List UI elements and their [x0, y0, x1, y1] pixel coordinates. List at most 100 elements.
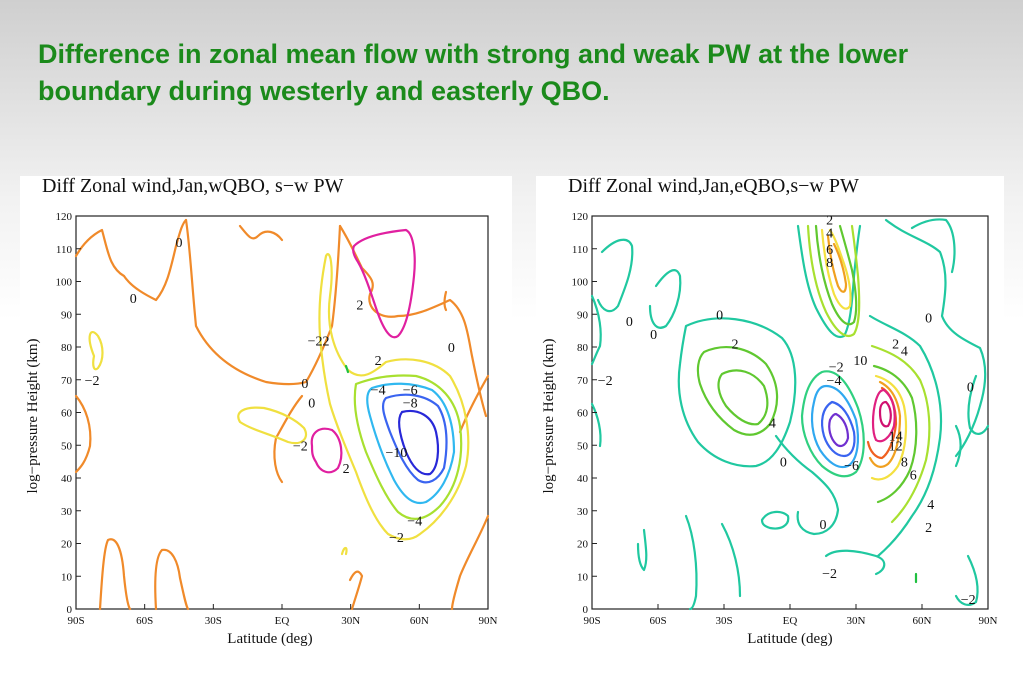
- y-tick-label: 110: [572, 244, 589, 256]
- contour-chart-eqbo: Diff Zonal wind,Jan,eQBO,s−w PW: [541, 175, 998, 647]
- contour-label: 2: [356, 298, 363, 313]
- contour-2-small: [340, 546, 348, 556]
- chart-title: Diff Zonal wind,Jan,wQBO, s−w PW: [42, 176, 344, 197]
- contour-0-small: [443, 290, 448, 312]
- contour-small-oval: [760, 510, 790, 530]
- contour-m8: [381, 393, 448, 484]
- contour-right-edge2: [954, 424, 962, 468]
- contour-label: 8: [826, 256, 833, 271]
- contour-right-6: [872, 364, 918, 504]
- x-tick-label: 60S: [136, 615, 153, 627]
- y-tick-label: 40: [61, 473, 73, 485]
- contour-0-br2: [348, 570, 364, 611]
- y-axis-label: log−pressure Height (km): [541, 338, 557, 493]
- y-axis: 0 10 20 30 40 50 60 70 80 90 100 110 120: [572, 211, 597, 616]
- contour-label: 0: [308, 397, 315, 412]
- contour-zero-lower: [774, 434, 840, 536]
- y-axis: 0 10 20 30 40 50 60 70 80 90 100 110 120: [56, 211, 81, 616]
- contour-0-bl2: [154, 548, 190, 611]
- contour-neg-4: [810, 384, 859, 469]
- contour-right-edge: [967, 374, 990, 435]
- contour-m4: [353, 374, 463, 520]
- contour-0-bl: [98, 538, 132, 611]
- contour-0-left3: [677, 317, 797, 468]
- contour-label: −6: [403, 384, 418, 399]
- y-tick-label: 60: [61, 408, 73, 420]
- y-tick-label: 120: [56, 211, 73, 223]
- contour-p2-small: [310, 427, 343, 474]
- contour-2: [806, 224, 861, 338]
- y-tick-label: 50: [577, 440, 589, 452]
- y-tick-label: 10: [577, 571, 589, 583]
- contour-right-8: [870, 374, 908, 481]
- contour-label: 14: [889, 429, 903, 444]
- y-tick-label: 70: [61, 375, 73, 387]
- y-tick-label: 60: [577, 408, 589, 420]
- contour-4: [814, 224, 858, 326]
- contour-bottom-left2: [684, 514, 698, 611]
- y-tick-label: 110: [56, 244, 73, 256]
- contour-label: −10: [385, 446, 407, 461]
- contour-label: 10: [853, 354, 867, 369]
- contour-right-14: [871, 388, 896, 443]
- y-tick-label: 20: [577, 539, 589, 551]
- x-tick-label: 90S: [583, 615, 600, 627]
- contour-label: 0: [448, 341, 455, 356]
- contour-m10: [397, 409, 440, 476]
- contour-label: 2: [826, 213, 833, 228]
- contour-0-br: [450, 514, 490, 611]
- x-axis: 90S 60S 30S EQ 30N 60N 90N: [583, 604, 998, 627]
- contour-neg-2: [800, 370, 865, 478]
- y-tick-label: 80: [577, 342, 589, 354]
- contour-right-0b: [910, 218, 956, 274]
- contour-label: −2: [961, 593, 976, 608]
- contour-neg-8: [828, 412, 850, 448]
- contour-label: −8: [403, 397, 418, 412]
- x-tick-label: 90N: [979, 615, 998, 627]
- chart-panel-eqbo: Diff Zonal wind,Jan,eQBO,s−w PW: [536, 175, 1004, 650]
- contour-0-left: [74, 394, 92, 474]
- contour-left-edge: [590, 294, 602, 366]
- y-tick-label: 100: [56, 277, 73, 289]
- contour-label: 0: [650, 328, 657, 343]
- y-tick-label: 90: [61, 309, 73, 321]
- y-tick-label: 0: [67, 604, 73, 616]
- contour-right-4: [870, 344, 931, 524]
- contour-label: 2: [925, 521, 932, 536]
- x-tick-label: EQ: [783, 615, 798, 627]
- x-tick-label: 30S: [715, 615, 732, 627]
- contour-bottom-right: [954, 554, 979, 606]
- slide-title: Difference in zonal mean flow with stron…: [38, 39, 909, 106]
- contour-label: 0: [820, 518, 827, 533]
- contour-green-dot: [344, 364, 350, 374]
- contour-label: −2: [293, 439, 308, 454]
- y-tick-label: 80: [61, 342, 73, 354]
- contour-label: 8: [901, 456, 908, 471]
- contour-label: −2: [389, 531, 404, 546]
- contour-bottom-left3: [720, 522, 742, 598]
- y-axis-label: log−pressure Height (km): [25, 338, 41, 493]
- contour-label: −6: [844, 459, 859, 474]
- y-tick-label: 30: [577, 506, 589, 518]
- contour-right-inner: [878, 400, 892, 428]
- contour-label: 4: [826, 226, 833, 241]
- x-tick-label: 30N: [847, 615, 866, 627]
- contour-label: 4: [901, 344, 908, 359]
- x-tick-label: 30N: [341, 615, 360, 627]
- contour-label: 0: [967, 380, 974, 395]
- contour-m6: [366, 382, 456, 505]
- contour-right-10: [868, 380, 902, 468]
- contour-label: 0: [716, 308, 723, 323]
- contour-label: −4: [407, 515, 422, 530]
- contour-label: 4: [927, 498, 934, 513]
- contour-0-top: [74, 218, 188, 302]
- contour-0-rightedge: [458, 374, 490, 434]
- contour-left-edge2: [590, 402, 602, 448]
- contour-label: 12: [889, 439, 903, 454]
- y-tick-label: 120: [572, 211, 589, 223]
- x-tick-label: 60S: [649, 615, 666, 627]
- x-tick-label: 30S: [205, 615, 222, 627]
- x-tick-label: EQ: [275, 615, 290, 627]
- contour-label: 0: [301, 377, 308, 392]
